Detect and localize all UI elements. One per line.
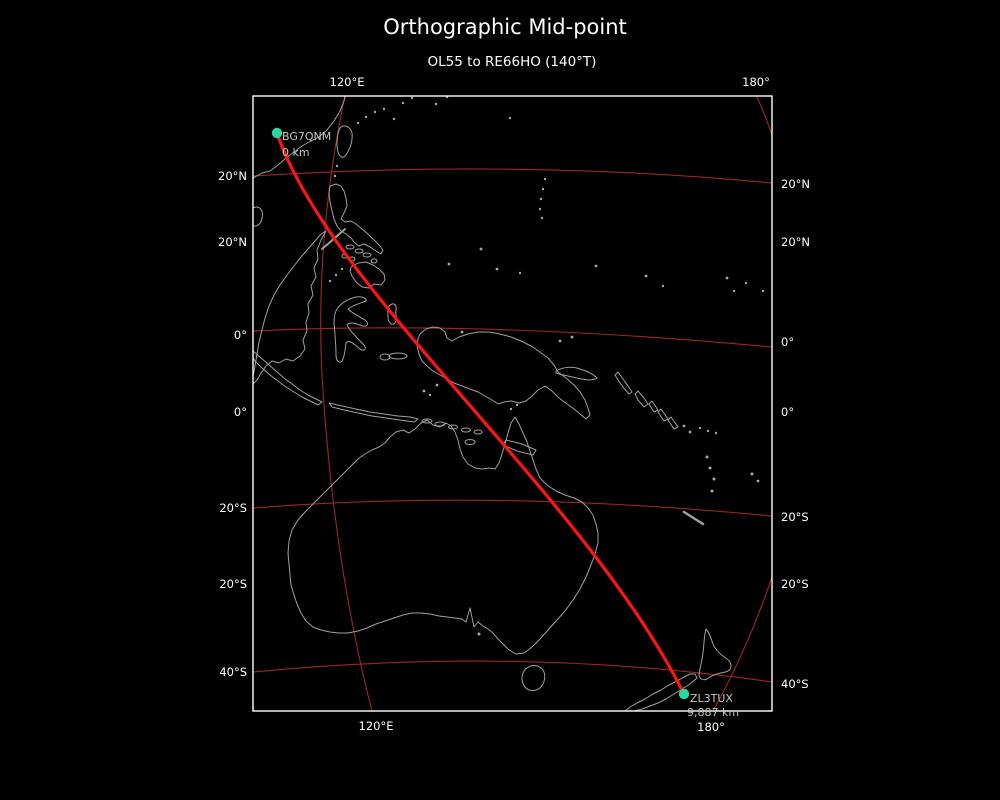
- xtick-top-120e: 120°E: [330, 75, 365, 89]
- start-marker: [271, 127, 283, 139]
- route-endpoints: BG7QNM 0 km ZL3TUX 9,887 km: [271, 127, 739, 719]
- ytick-left-0-b: 0°: [234, 405, 247, 419]
- end-marker: [678, 688, 690, 700]
- ytick-right-20s-b: 20°S: [781, 577, 809, 591]
- graticule-parallels: [253, 168, 772, 683]
- great-circle-route: [275, 131, 686, 696]
- xtick-top-180: 180°: [742, 75, 770, 89]
- start-distance-label: 0 km: [282, 146, 310, 159]
- graticule-meridians: [320, 96, 772, 711]
- ytick-right-20n-a: 20°N: [781, 177, 810, 191]
- island-specks: [328, 96, 765, 636]
- ytick-right-0-a: 0°: [781, 335, 794, 349]
- xtick-bottom-120e: 120°E: [359, 719, 394, 733]
- ytick-left-20s-a: 20°S: [219, 501, 247, 515]
- ytick-left-20s-b: 20°S: [219, 577, 247, 591]
- start-callsign-label: BG7QNM: [282, 130, 331, 143]
- ytick-right-40s: 40°S: [781, 677, 809, 691]
- ytick-left-20n-b: 20°N: [218, 235, 247, 249]
- map-frame: [252, 95, 773, 712]
- coastlines: [253, 96, 765, 711]
- axis-labels: 120°E 180° 120°E 180° 20°N 20°N 0° 0° 20…: [218, 75, 810, 734]
- figure-title: Orthographic Mid-point: [383, 15, 627, 39]
- ytick-right-0-b: 0°: [781, 405, 794, 419]
- figure-subtitle: OL55 to RE66HO (140°T): [428, 54, 597, 70]
- ytick-left-40s: 40°S: [219, 665, 247, 679]
- end-distance-label: 9,887 km: [687, 706, 739, 719]
- map-content: [253, 96, 772, 711]
- ytick-left-0-a: 0°: [234, 328, 247, 342]
- ytick-right-20n-b: 20°N: [781, 235, 810, 249]
- ytick-left-20n-a: 20°N: [218, 169, 247, 183]
- end-callsign-label: ZL3TUX: [690, 692, 733, 705]
- xtick-bottom-180: 180°: [697, 720, 725, 734]
- ytick-right-20s-a: 20°S: [781, 510, 809, 524]
